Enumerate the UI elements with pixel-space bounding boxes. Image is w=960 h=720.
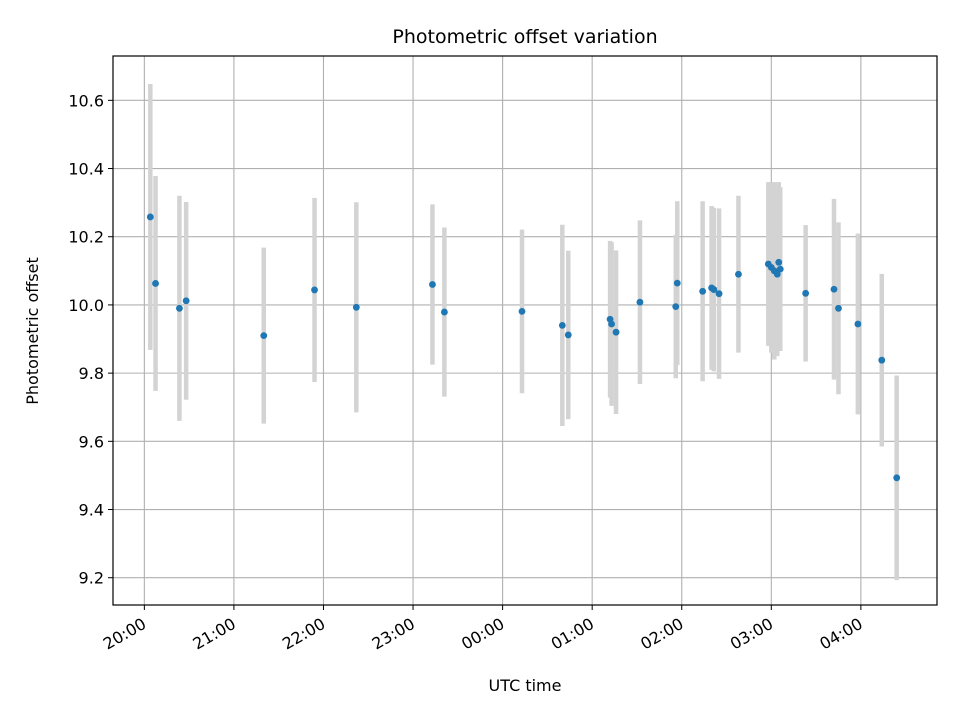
data-point xyxy=(608,320,615,328)
x-axis-title: UTC time xyxy=(489,676,562,695)
data-point xyxy=(440,308,448,316)
data-points xyxy=(146,213,901,482)
y-tick-label: 10.4 xyxy=(68,160,104,179)
data-point xyxy=(710,286,718,293)
data-point xyxy=(854,320,862,328)
data-point xyxy=(182,297,190,305)
data-point xyxy=(352,303,360,311)
data-point xyxy=(893,474,901,482)
data-point xyxy=(835,304,842,312)
data-point xyxy=(775,258,783,266)
data-point xyxy=(673,279,681,287)
data-point xyxy=(152,280,159,287)
data-point xyxy=(699,287,707,295)
data-point xyxy=(429,281,436,288)
grid xyxy=(113,56,937,605)
y-axis: 9.2 9.4 9.6 9.8 10.0 10.2 10.4 10.6 xyxy=(68,91,113,588)
y-tick-label: 10.0 xyxy=(68,296,104,315)
data-point xyxy=(558,321,566,329)
data-point xyxy=(878,356,886,364)
data-point xyxy=(672,303,680,311)
y-tick-label: 10.6 xyxy=(68,91,104,110)
data-point xyxy=(776,265,784,273)
data-point xyxy=(176,304,183,312)
data-point xyxy=(311,286,318,294)
data-point xyxy=(830,285,838,293)
data-point xyxy=(260,332,268,340)
data-point xyxy=(715,290,723,298)
y-tick-label: 9.2 xyxy=(79,569,104,588)
data-point xyxy=(564,331,572,339)
data-point xyxy=(636,298,644,306)
y-tick-label: 9.6 xyxy=(79,432,104,451)
y-tick-label: 10.2 xyxy=(68,228,104,247)
y-tick-label: 9.4 xyxy=(79,501,104,520)
data-point xyxy=(773,270,781,278)
data-point xyxy=(612,328,620,336)
data-point xyxy=(518,308,526,315)
plot-frame xyxy=(112,55,938,606)
y-tick-label: 9.8 xyxy=(79,364,104,383)
chart-title: Photometric offset variation xyxy=(392,26,657,48)
data-point xyxy=(735,270,742,278)
y-axis-title: Photometric offset xyxy=(23,257,42,405)
data-point xyxy=(146,213,154,221)
data-point xyxy=(802,289,810,297)
